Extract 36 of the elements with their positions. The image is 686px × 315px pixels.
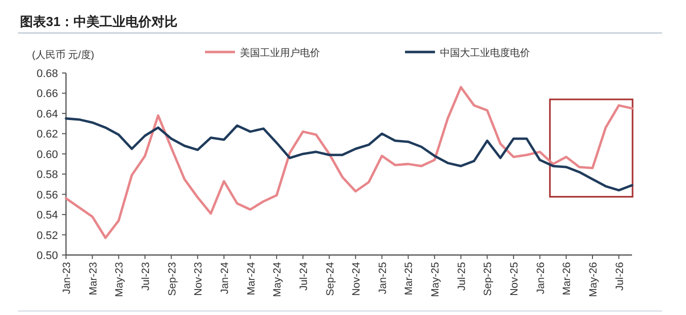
x-tick-label: Mar-24 — [245, 262, 258, 296]
y-tick-label: 0.56 — [36, 189, 58, 202]
x-tick-label: May-25 — [430, 262, 442, 298]
x-tick-label: Sep-25 — [482, 262, 494, 296]
y-tick-label: 0.66 — [36, 88, 58, 100]
y-tick-label: 0.50 — [36, 250, 58, 262]
legend-label: 美国工业用户电价 — [240, 47, 320, 59]
x-tick-label: Jul-26 — [614, 262, 626, 291]
x-tick-label: May-24 — [272, 262, 284, 298]
y-tick-label: 0.62 — [36, 128, 58, 141]
y-tick-label: 0.64 — [36, 108, 58, 120]
chart-title: 图表31：中美工业电价对比 — [20, 14, 178, 29]
x-tick-label: Jul-25 — [456, 262, 468, 291]
y-tick-label: 0.68 — [36, 68, 58, 80]
y-tick-label: 0.52 — [36, 230, 58, 242]
x-tick-label: Sep-24 — [324, 262, 336, 296]
x-tick-label: Jul-23 — [140, 262, 152, 291]
x-tick-label: May-23 — [114, 262, 126, 298]
legend-label: 中国大工业电度电价 — [440, 47, 530, 59]
x-tick-label: Jan-24 — [218, 262, 231, 294]
x-tick-label: Jan-26 — [534, 262, 547, 294]
y-tick-label: 0.60 — [36, 148, 58, 161]
x-tick-label: Nov-23 — [192, 262, 205, 296]
y-axis-title: (人民币 元/度) — [32, 49, 94, 61]
x-tick-label: Jan-23 — [61, 262, 73, 294]
x-tick-label: Mar-26 — [561, 262, 574, 296]
y-tick-label: 0.54 — [36, 210, 58, 222]
x-tick-label: Mar-25 — [403, 262, 416, 296]
x-tick-label: Mar-23 — [87, 262, 100, 296]
x-tick-label: Jul-24 — [298, 262, 310, 291]
x-tick-label: Nov-25 — [508, 262, 521, 296]
x-tick-label: May-26 — [588, 262, 600, 298]
x-tick-label: Jan-25 — [376, 262, 389, 294]
x-tick-label: Nov-24 — [350, 262, 363, 296]
x-tick-label: Sep-23 — [166, 262, 178, 296]
y-tick-label: 0.58 — [36, 169, 58, 182]
